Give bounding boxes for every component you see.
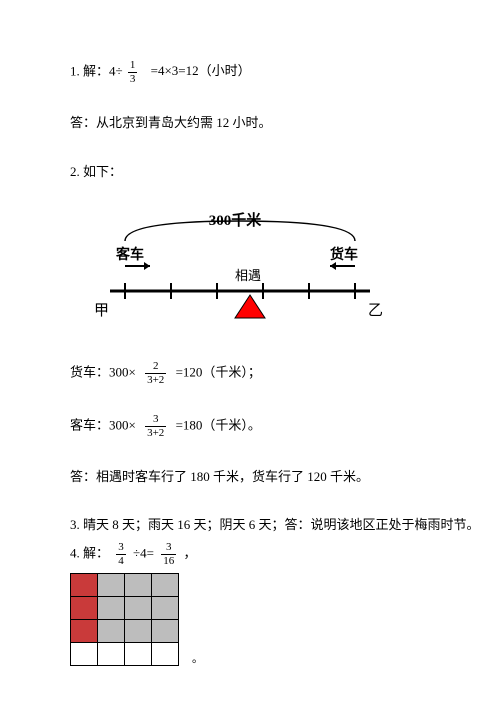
p1-fraction: 1 3 xyxy=(128,60,138,85)
p4-grid xyxy=(70,573,179,666)
p2-truck-den: 3+2 xyxy=(145,374,166,386)
p4-frac1-den: 4 xyxy=(116,555,126,567)
grid-cell xyxy=(98,620,125,643)
grid-cell xyxy=(125,620,152,643)
p1-rest: =4×3=12（小时） xyxy=(151,63,251,78)
p4-prefix: 4. 解： xyxy=(70,546,109,561)
meeting-label: 相遇 xyxy=(235,265,261,284)
p1-solution-line: 1. 解：4÷ 1 3 =4×3=12（小时） xyxy=(70,60,430,85)
p4-grid-period: 。 xyxy=(192,650,203,666)
p4-frac1-num: 3 xyxy=(116,542,126,555)
p2-bus-rest: =180（千米）。 xyxy=(176,417,261,432)
grid-row xyxy=(71,643,179,666)
p4-grid-wrap: 。 xyxy=(70,573,430,666)
p4-frac2-den: 16 xyxy=(161,555,176,567)
document-page: 1. 解：4÷ 1 3 =4×3=12（小时） 答：从北京到青岛大约需 12 小… xyxy=(0,0,500,696)
p2-answer: 答：相遇时客车行了 180 千米，货车行了 120 千米。 xyxy=(70,467,430,488)
p1-frac-den: 3 xyxy=(128,73,138,85)
p4-tail: ， xyxy=(183,546,196,561)
grid-cell xyxy=(71,574,98,597)
p2-truck-line: 货车：300× 2 3+2 =120（千米）； xyxy=(70,361,430,386)
p4-line: 4. 解： 3 4 ÷4= 3 16 ， xyxy=(70,542,430,567)
grid-cell xyxy=(125,643,152,666)
grid-cell xyxy=(152,574,179,597)
grid-row xyxy=(71,574,179,597)
grid-cell xyxy=(98,643,125,666)
p1-frac-num: 1 xyxy=(128,60,138,73)
grid-cell xyxy=(125,597,152,620)
p2-truck-rest: =120（千米）； xyxy=(176,364,261,379)
p3-text: 3. 晴天 8 天；雨天 16 天；阴天 6 天；答：说明该地区正处于梅雨时节。 xyxy=(70,515,430,536)
bus-label: 客车 xyxy=(116,244,144,264)
grid-cell xyxy=(98,597,125,620)
p4-frac1: 3 4 xyxy=(116,542,126,567)
p2-truck-frac: 2 3+2 xyxy=(145,361,166,386)
p2-bus-den: 3+2 xyxy=(145,427,166,439)
p2-bus-line: 客车：300× 3 3+2 =180（千米）。 xyxy=(70,414,430,439)
truck-label: 货车 xyxy=(330,244,358,264)
distance-label: 300千米 xyxy=(90,209,380,230)
bus-arrow-head xyxy=(144,262,150,270)
grid-cell xyxy=(71,620,98,643)
grid-cell xyxy=(152,597,179,620)
p2-truck-prefix: 货车：300× xyxy=(70,364,136,379)
p2-bus-prefix: 客车：300× xyxy=(70,417,136,432)
grid-row xyxy=(71,620,179,643)
endpoint-left: 甲 xyxy=(94,299,109,320)
grid-cell xyxy=(98,574,125,597)
grid-cell xyxy=(125,574,152,597)
endpoint-right: 乙 xyxy=(368,299,383,320)
p1-answer: 答：从北京到青岛大约需 12 小时。 xyxy=(70,113,430,134)
meeting-marker-icon xyxy=(235,295,265,318)
p1-prefix: 1. 解：4÷ xyxy=(70,63,123,78)
p4-frac2: 3 16 xyxy=(161,542,176,567)
p4-frac2-num: 3 xyxy=(161,542,176,555)
grid-row xyxy=(71,597,179,620)
p2-truck-num: 2 xyxy=(145,361,166,374)
p2-bus-frac: 3 3+2 xyxy=(145,414,166,439)
p2-bus-num: 3 xyxy=(145,414,166,427)
grid-cell xyxy=(71,643,98,666)
p2-heading: 2. 如下： xyxy=(70,162,430,183)
p4-mid: ÷4= xyxy=(133,546,154,561)
grid-cell xyxy=(152,620,179,643)
p2-diagram: 300千米 客车 货车 相遇 甲 乙 xyxy=(90,211,380,331)
grid-cell xyxy=(71,597,98,620)
grid-cell xyxy=(152,643,179,666)
